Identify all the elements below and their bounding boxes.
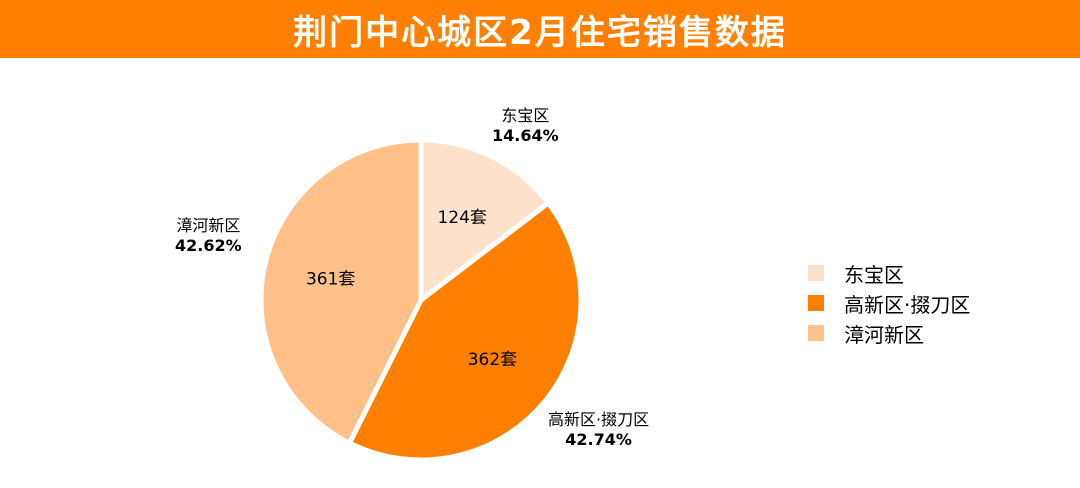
title-bar: 荆门中心城区2月住宅销售数据 bbox=[0, 0, 1080, 58]
slice-name-label: 漳河新区 bbox=[176, 216, 241, 235]
pie-slice-dongbao bbox=[418, 137, 551, 303]
outer-label-zhanghe: 漳河新区 42.62% bbox=[175, 216, 242, 256]
slice-percent-label: 42.74% bbox=[565, 430, 632, 449]
slice-percent-label: 42.62% bbox=[175, 236, 242, 255]
outer-label-dongbao: 东宝区 14.64% bbox=[492, 106, 559, 146]
legend-label: 漳河新区 bbox=[844, 322, 924, 347]
legend-item-dongbao: 东宝区 bbox=[808, 258, 970, 288]
slice-name-label: 高新区·掇刀区 bbox=[548, 410, 650, 429]
pie-slice-gaoxin bbox=[346, 200, 584, 463]
legend-item-zhanghe: 漳河新区 bbox=[808, 318, 970, 348]
legend-label: 高新区·掇刀区 bbox=[844, 292, 971, 317]
slice-value-label: 362套 bbox=[468, 350, 517, 370]
legend-swatch bbox=[808, 265, 824, 281]
slice-value-label: 124套 bbox=[437, 208, 486, 228]
legend-label: 东宝区 bbox=[844, 262, 904, 287]
slice-value-label: 361套 bbox=[306, 270, 355, 290]
legend-swatch bbox=[808, 295, 824, 311]
slice-name-label: 东宝区 bbox=[501, 106, 550, 125]
legend-swatch bbox=[808, 325, 824, 341]
pie-slice-zhanghe bbox=[258, 137, 424, 446]
legend-item-gaoxin: 高新区·掇刀区 bbox=[808, 288, 970, 318]
slice-percent-label: 14.64% bbox=[492, 126, 559, 145]
chart-title: 荆门中心城区2月住宅销售数据 bbox=[293, 12, 787, 53]
legend: 东宝区 高新区·掇刀区 漳河新区 bbox=[808, 258, 970, 348]
outer-label-gaoxin: 高新区·掇刀区 42.74% bbox=[548, 410, 649, 450]
